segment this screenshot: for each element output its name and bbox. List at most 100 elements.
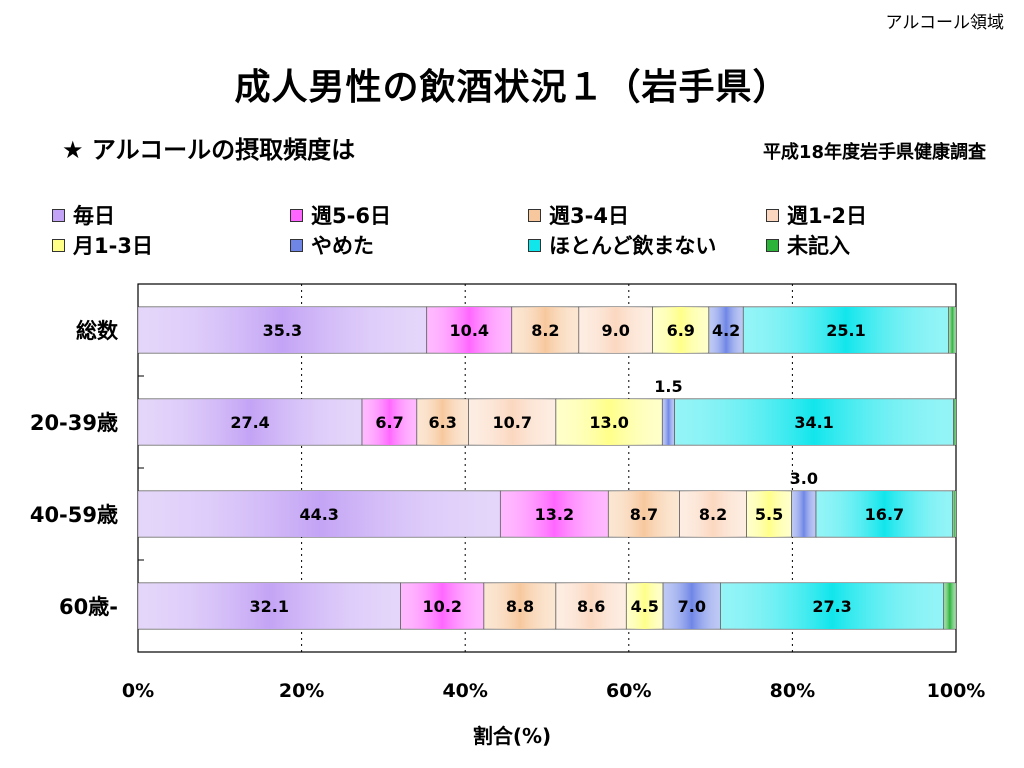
bar-segment-shade (362, 399, 417, 445)
data-label: 7.0 (678, 597, 706, 616)
legend-item: 毎日 (52, 200, 115, 230)
x-tick-label: 20% (279, 680, 324, 702)
category-label: 60歳- (59, 595, 118, 619)
bar-segment-shade (952, 491, 956, 537)
data-label: 3.0 (790, 469, 818, 488)
bar-segment-shade (948, 307, 956, 353)
data-label: 4.2 (712, 321, 740, 340)
legend-label: 月1-3日 (73, 234, 153, 258)
bar-segment-shade (555, 583, 627, 629)
data-label: 10.7 (492, 413, 531, 432)
category-label: 20-39歳 (30, 411, 118, 435)
legend-item: 週5-6日 (290, 200, 391, 230)
x-tick-label: 60% (606, 680, 651, 702)
bar-segment-shade (416, 399, 469, 445)
legend-label: ほとんど飲まない (549, 234, 717, 258)
legend-swatch (528, 238, 541, 252)
data-label: 6.7 (375, 413, 403, 432)
bar-segment-shade (138, 307, 427, 353)
legend-swatch (766, 238, 779, 252)
legend-swatch (290, 208, 303, 222)
bar-segment-shade (400, 583, 485, 629)
data-label: 4.5 (631, 597, 659, 616)
bar-segment-shade (426, 307, 512, 353)
chart-subtitle: ★ アルコールの摂取頻度は (62, 136, 356, 164)
bar-segment-shade (138, 583, 401, 629)
legend-label: 週3-4日 (549, 204, 629, 228)
bar-segment-shade (138, 491, 501, 537)
bar-segment-shade (663, 583, 721, 629)
data-label: 27.4 (230, 413, 269, 432)
category-label: 40-59歳 (30, 503, 118, 527)
x-axis-label: 割合(%) (472, 724, 552, 748)
bar-segment-shade (743, 307, 949, 353)
x-tick-label: 80% (770, 680, 815, 702)
data-label: 6.9 (667, 321, 695, 340)
x-tick-label: 100% (927, 680, 986, 702)
chart-title: 成人男性の飲酒状況１（岩手県） (234, 67, 790, 108)
legend-swatch (528, 208, 541, 222)
bar-segment-shade (679, 491, 747, 537)
data-label: 34.1 (794, 413, 833, 432)
data-label: 16.7 (865, 505, 904, 524)
legend-item: やめた (290, 230, 374, 260)
bar-segment-shade (746, 491, 792, 537)
bar-segment-shade (662, 399, 675, 445)
data-label: 8.2 (531, 321, 559, 340)
bar-segment-shade (555, 399, 663, 445)
bar-segment-shade (816, 491, 953, 537)
bar-segment-shade (708, 307, 744, 353)
data-label: 1.5 (654, 377, 682, 396)
legend-item: ほとんど飲まない (528, 230, 716, 260)
corner-label: アルコール領域 (885, 13, 1005, 33)
bar-segment-shade (138, 399, 363, 445)
legend-label: 週1-2日 (787, 204, 867, 228)
legend-swatch (52, 238, 65, 252)
bar-segment-shade (500, 491, 609, 537)
bar-segment-shade (484, 583, 556, 629)
data-label: 9.0 (602, 321, 630, 340)
bar-segment-shade (791, 491, 817, 537)
bar-segment-shade (608, 491, 680, 537)
data-label: 13.0 (589, 413, 628, 432)
x-tick-label: 40% (442, 680, 487, 702)
data-label: 10.4 (450, 321, 489, 340)
legend-label: 週5-6日 (311, 204, 391, 228)
bar-segment-shade (511, 307, 579, 353)
legend-item: 週3-4日 (528, 200, 629, 230)
legend-label: やめた (311, 234, 374, 258)
legend-item: 月1-3日 (52, 230, 153, 260)
data-label: 32.1 (250, 597, 289, 616)
legend-item: 未記入 (766, 230, 850, 260)
data-label: 44.3 (299, 505, 338, 524)
legend-label: 毎日 (73, 204, 115, 228)
data-label: 8.7 (630, 505, 658, 524)
bar-segment-shade (578, 307, 653, 353)
bar-segment-shade (674, 399, 954, 445)
data-label: 13.2 (535, 505, 574, 524)
legend-swatch (290, 238, 303, 252)
bar-segment-shade (626, 583, 664, 629)
bar-segment-shade (652, 307, 709, 353)
legend-swatch (52, 208, 65, 222)
data-label: 25.1 (826, 321, 865, 340)
data-label: 6.3 (429, 413, 457, 432)
data-label: 27.3 (812, 597, 851, 616)
data-label: 8.2 (699, 505, 727, 524)
category-label: 総数 (76, 319, 119, 343)
data-label: 10.2 (423, 597, 462, 616)
data-label: 8.6 (577, 597, 605, 616)
data-label: 35.3 (263, 321, 302, 340)
data-label: 5.5 (755, 505, 783, 524)
bar-segment-shade (943, 583, 956, 629)
legend-swatch (766, 208, 779, 222)
legend-item: 週1-2日 (766, 200, 867, 230)
bar-segment-shade (720, 583, 944, 629)
bar-segment-shade (953, 399, 956, 445)
data-source: 平成18年度岩手県健康調査 (762, 142, 986, 163)
data-label: 8.8 (506, 597, 534, 616)
x-tick-label: 0% (122, 680, 154, 702)
legend-label: 未記入 (787, 234, 850, 258)
bar-segment-shade (468, 399, 556, 445)
